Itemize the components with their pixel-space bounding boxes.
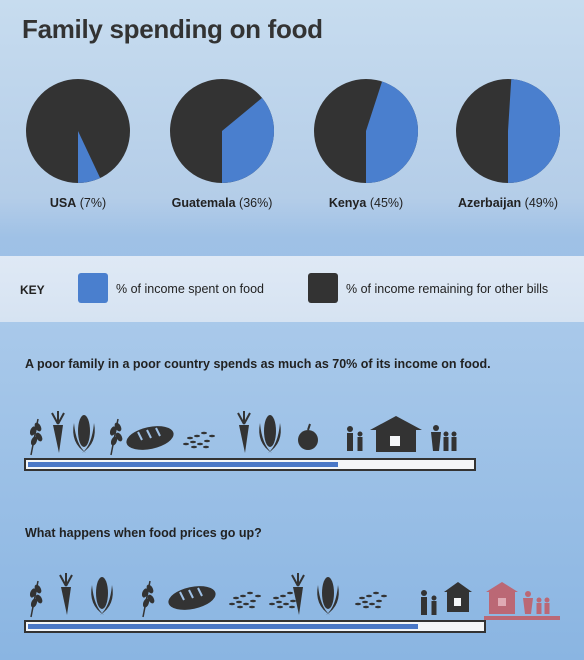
country-name: USA <box>49 196 77 210</box>
legend-label-other: % of income remaining for other bills <box>346 282 549 296</box>
wheat-icon <box>109 418 123 456</box>
house-icon <box>370 416 422 452</box>
family-icon <box>421 590 437 615</box>
page-title: Family spending on food <box>22 14 323 44</box>
pie-kenya: Kenya (45%) <box>296 78 436 210</box>
statement-poor-family: A poor family in a poor country spends a… <box>25 357 491 371</box>
pie-label: Kenya (45%) <box>296 196 436 210</box>
legend-swatch-food <box>78 273 108 303</box>
rice-icon <box>269 591 301 609</box>
legend-swatch-other <box>308 273 338 303</box>
pie-azerbaijan: Azerbaijan (49%) <box>438 78 578 210</box>
carrot-icon <box>237 411 251 453</box>
carrot-icon <box>59 573 73 615</box>
legend-title: KEY <box>20 283 45 297</box>
wheat-icon <box>29 418 43 456</box>
food-icons-row-2 <box>29 573 560 620</box>
pie-percent: (36%) <box>239 196 273 210</box>
apple-icon <box>298 423 318 450</box>
pie-chart <box>456 79 560 183</box>
pie-slice-food <box>508 79 560 183</box>
pie-slice-food <box>222 97 274 183</box>
bread-icon <box>168 586 216 610</box>
wheat-icon <box>29 580 43 618</box>
pie-chart <box>26 79 130 183</box>
country-name: Kenya <box>328 196 367 210</box>
family-icon <box>347 426 363 451</box>
carrot-icon <box>291 573 305 615</box>
pie-chart <box>314 79 418 184</box>
pie-slice-food <box>365 81 418 184</box>
pie-label: USA (7%) <box>8 196 148 210</box>
corn-icon <box>91 577 113 615</box>
overflow-household <box>484 582 560 620</box>
income-bar-current <box>24 458 476 471</box>
food-share-fill <box>28 462 338 467</box>
income-bar-price-rise <box>24 620 486 633</box>
pie-label: Guatemala (36%) <box>152 196 292 210</box>
bread-icon <box>126 426 174 450</box>
legend: KEY % of income spent on food % of incom… <box>0 256 584 322</box>
pie-slice-food <box>78 131 101 183</box>
corn-icon <box>259 415 281 453</box>
corn-icon <box>73 415 95 453</box>
pie-percent: (7%) <box>79 196 107 210</box>
rice-icon <box>355 591 387 609</box>
wheat-icon <box>141 580 155 618</box>
pie-percent: (45%) <box>369 196 404 210</box>
country-name: Azerbaijan <box>457 196 522 210</box>
food-share-fill <box>28 624 418 629</box>
food-icons-row-1 <box>29 411 457 456</box>
pie-percent: (49%) <box>524 196 559 210</box>
rice-icon <box>229 591 261 609</box>
legend-label-food: % of income spent on food <box>116 282 265 296</box>
carrot-icon <box>51 411 65 453</box>
pie-usa: USA (7%) <box>8 78 148 210</box>
rice-icon <box>183 431 215 449</box>
pie-guatemala: Guatemala (36%) <box>152 78 292 210</box>
statement-price-rise: What happens when food prices go up? <box>25 526 262 540</box>
overflow-bar-segment <box>484 616 560 620</box>
family-icon <box>431 425 457 451</box>
pie-label: Azerbaijan (49%) <box>438 196 578 210</box>
family-icon <box>523 591 550 614</box>
house-icon <box>486 582 518 614</box>
corn-icon <box>317 577 339 615</box>
pie-chart <box>170 79 274 183</box>
house-icon <box>444 582 472 612</box>
income-bars-section: A poor family in a poor country spends a… <box>0 322 584 660</box>
country-name: Guatemala <box>171 196 236 210</box>
